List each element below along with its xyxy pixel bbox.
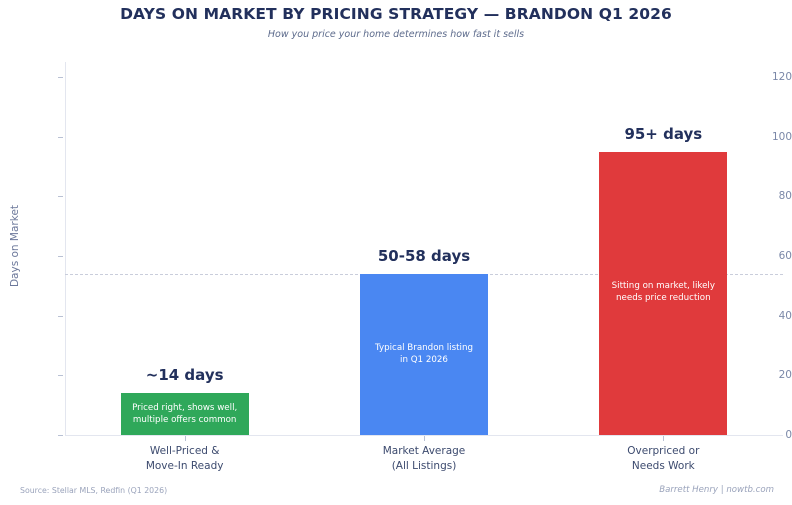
y-tick-label: 20 bbox=[778, 369, 792, 382]
chart-title: DAYS ON MARKET BY PRICING STRATEGY — BRA… bbox=[120, 5, 672, 23]
y-axis-spine bbox=[65, 62, 66, 435]
bar-value-label: 95+ days bbox=[624, 124, 703, 143]
bar-value-label: ~14 days bbox=[145, 366, 224, 385]
bar[interactable] bbox=[360, 273, 488, 435]
bar-value-label: 50-58 days bbox=[377, 246, 471, 265]
x-tick-label: Market Average (All Listings) bbox=[382, 445, 466, 472]
bar[interactable] bbox=[120, 393, 249, 435]
x-tick-mark bbox=[424, 436, 425, 441]
bar-note: Typical Brandon listing in Q1 2026 bbox=[375, 343, 473, 366]
bar-note: Priced right, shows well, multiple offer… bbox=[132, 403, 238, 426]
y-tick-mark bbox=[58, 315, 63, 317]
y-tick-mark bbox=[58, 375, 63, 377]
x-tick-label: Well-Priced & Move-In Ready bbox=[145, 445, 224, 472]
y-tick-mark bbox=[58, 196, 63, 198]
bar[interactable] bbox=[599, 151, 728, 435]
x-tick-label: Overpriced or Needs Work bbox=[627, 445, 700, 472]
x-tick-mark bbox=[663, 436, 665, 441]
y-tick-label: 60 bbox=[778, 249, 792, 262]
footer-credit: Barrett Henry | nowtb.com bbox=[659, 485, 774, 495]
y-tick-label: 0 bbox=[785, 429, 792, 441]
footer-source: Source: Stellar MLS, Redfin (Q1 2026) bbox=[20, 486, 168, 495]
chart-subtitle: How you price your home determines how f… bbox=[267, 29, 525, 40]
y-tick-label: 40 bbox=[778, 309, 792, 322]
y-tick-mark bbox=[58, 435, 63, 436]
y-tick-label: 120 bbox=[771, 70, 792, 83]
y-tick-mark bbox=[58, 136, 63, 138]
y-tick-mark bbox=[58, 255, 63, 257]
y-tick-label: 100 bbox=[771, 130, 792, 143]
x-axis-spine bbox=[65, 435, 783, 436]
y-tick-mark bbox=[58, 76, 63, 78]
y-axis-title: Days on Market bbox=[9, 204, 21, 288]
y-tick-label: 80 bbox=[778, 190, 792, 203]
x-tick-mark bbox=[184, 436, 186, 441]
bar-note: Sitting on market, likely needs price re… bbox=[611, 280, 715, 303]
